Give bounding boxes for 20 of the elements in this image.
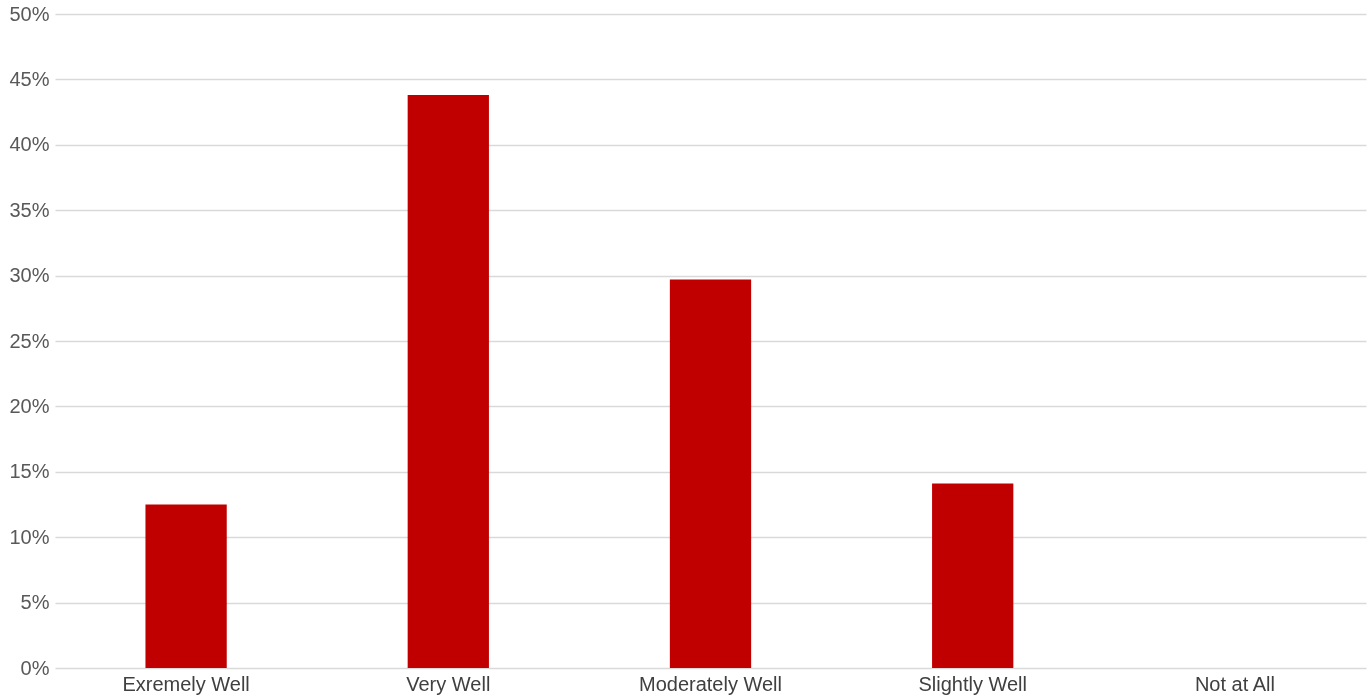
y-tick-label: 35%: [9, 198, 50, 221]
x-tick-label: Not at All: [1194, 672, 1275, 695]
bar: [932, 483, 1014, 668]
x-tick-label: Very Well: [406, 672, 491, 695]
y-tick-label: 50%: [9, 2, 50, 25]
y-tick-label: 30%: [9, 264, 50, 287]
y-tick-label: 0%: [20, 656, 50, 679]
y-tick-label: 5%: [20, 591, 50, 614]
y-tick-label: 40%: [9, 133, 50, 156]
x-tick-label: Moderately Well: [638, 672, 783, 695]
y-tick-label: 10%: [9, 525, 50, 548]
y-tick-label: 20%: [9, 394, 50, 417]
bar: [145, 504, 227, 668]
y-tick-label: 15%: [9, 460, 50, 483]
y-tick-label: 45%: [9, 67, 50, 90]
x-tick-label: Exremely Well: [122, 672, 250, 695]
x-tick-label: Slightly Well: [918, 672, 1027, 695]
bar: [407, 95, 489, 668]
bar: [669, 279, 752, 668]
y-tick-label: 25%: [9, 329, 50, 352]
